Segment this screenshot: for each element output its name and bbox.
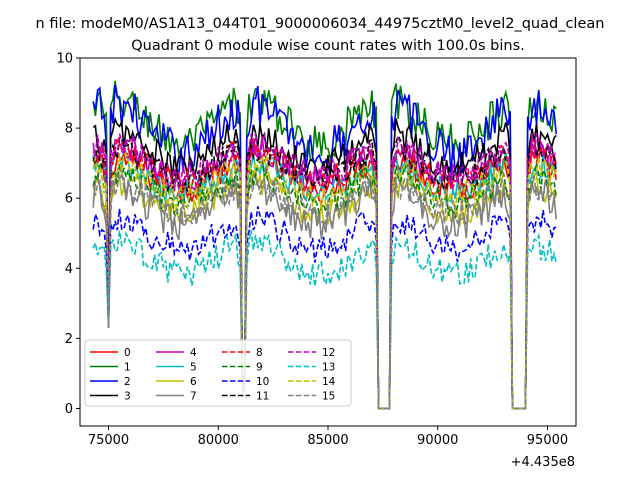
series-line-2 — [92, 84, 557, 410]
x-tick-label: 85000 — [307, 433, 348, 448]
series-line-9 — [92, 160, 557, 410]
series-line-14 — [92, 151, 557, 410]
series-line-7 — [92, 170, 557, 410]
legend-label-5: 5 — [190, 362, 197, 374]
legend-label-15: 15 — [322, 391, 335, 403]
y-tick-label: 4 — [65, 262, 73, 277]
y-tick-label: 2 — [65, 332, 73, 347]
legend-label-9: 9 — [256, 362, 263, 374]
legend-label-10: 10 — [256, 376, 269, 388]
y-tick-label: 8 — [65, 122, 73, 137]
x-tick-label: 95000 — [527, 433, 568, 448]
series-line-15 — [92, 168, 557, 410]
x-offset-label: +4.435e8 — [511, 455, 575, 470]
series-line-13 — [92, 229, 557, 410]
legend-label-2: 2 — [124, 376, 131, 388]
series-line-11 — [92, 134, 557, 410]
legend-label-1: 1 — [124, 362, 131, 374]
legend-label-6: 6 — [190, 376, 197, 388]
plot-area: 75000 80000 85000 90000 95000024681001234567… — [56, 52, 577, 448]
legend-label-4: 4 — [190, 347, 197, 359]
legend-label-3: 3 — [124, 391, 131, 403]
x-tick-label: 90000 — [417, 433, 458, 448]
legend-label-0: 0 — [124, 347, 131, 359]
x-tick-label: 80000 — [198, 433, 239, 448]
chart-title: Quadrant 0 module wise count rates with … — [131, 38, 525, 54]
series-line-12 — [92, 132, 557, 410]
legend-label-13: 13 — [322, 362, 335, 374]
series-line-10 — [92, 206, 557, 410]
legend-label-11: 11 — [256, 391, 269, 403]
y-tick-label: 0 — [65, 402, 73, 417]
legend-box — [84, 339, 352, 407]
legend-label-8: 8 — [256, 347, 263, 359]
legend-label-14: 14 — [322, 376, 336, 388]
y-tick-label: 10 — [56, 52, 73, 67]
series-line-8 — [92, 135, 557, 410]
legend-label-7: 7 — [190, 391, 197, 403]
legend-label-12: 12 — [322, 347, 335, 359]
x-tick-label: 75000 — [88, 433, 129, 448]
y-tick-label: 6 — [65, 192, 73, 207]
figure-suptitle: n file: modeM0/AS1A13_044T01_9000006034_… — [36, 16, 605, 32]
series-line-1 — [92, 80, 557, 410]
